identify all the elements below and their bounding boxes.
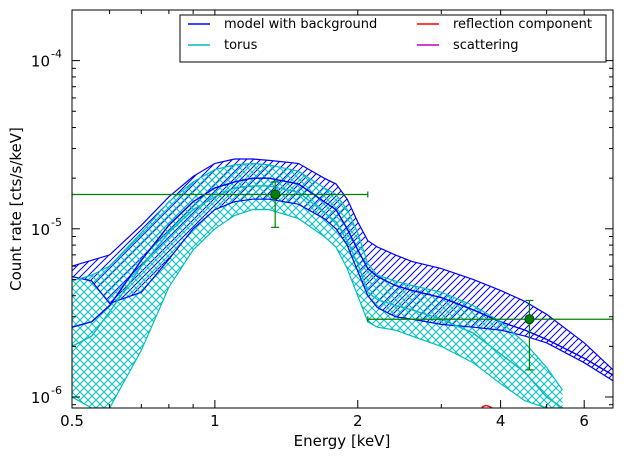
error-bands	[72, 159, 613, 408]
line-2	[481, 404, 493, 408]
plot-frame	[71, 9, 614, 409]
center-line-1	[72, 185, 563, 408]
y-tick-exponent-0: -6	[51, 384, 62, 397]
tick-labels: 0.5 1 2 4 610-610-510-4	[31, 48, 589, 430]
legend-box	[179, 14, 607, 63]
legend-label-2: torus	[224, 38, 258, 53]
x-tick-label-3: 4	[496, 412, 506, 430]
plot-area	[72, 158, 613, 408]
y-tick-label-2: 10	[31, 53, 50, 71]
x-tick-label-4: 6	[579, 412, 589, 430]
axis-ticks	[71, 9, 613, 408]
y-tick-exponent-1: -5	[51, 216, 62, 229]
band-1	[72, 163, 563, 408]
data-point-1	[367, 299, 613, 371]
y-tick-exponent-2: -4	[51, 48, 62, 61]
band-lower-line-0	[72, 198, 613, 382]
x-tick-label-0: 0.5	[60, 412, 84, 430]
legend-label-0: model with background	[224, 17, 377, 32]
y-tick-label-1: 10	[31, 221, 50, 239]
data-marker-1	[524, 314, 535, 325]
legend-label-3: scattering	[453, 38, 519, 53]
data-points	[72, 181, 613, 371]
y-tick-label-0: 10	[31, 389, 50, 407]
band-lower-line-1	[72, 209, 563, 408]
x-tick-label-1: 1	[210, 412, 220, 430]
data-point-0	[72, 181, 369, 228]
y-axis-title: Count rate [cts/s/keV]	[7, 127, 25, 291]
legend: model with background reflection componen…	[179, 14, 607, 63]
band-upper-line-0	[72, 158, 613, 371]
x-tick-label-2: 2	[353, 412, 363, 430]
data-marker-0	[270, 189, 281, 200]
legend-label-1: reflection component	[453, 17, 592, 32]
x-axis-title: Energy [keV]	[294, 432, 391, 450]
